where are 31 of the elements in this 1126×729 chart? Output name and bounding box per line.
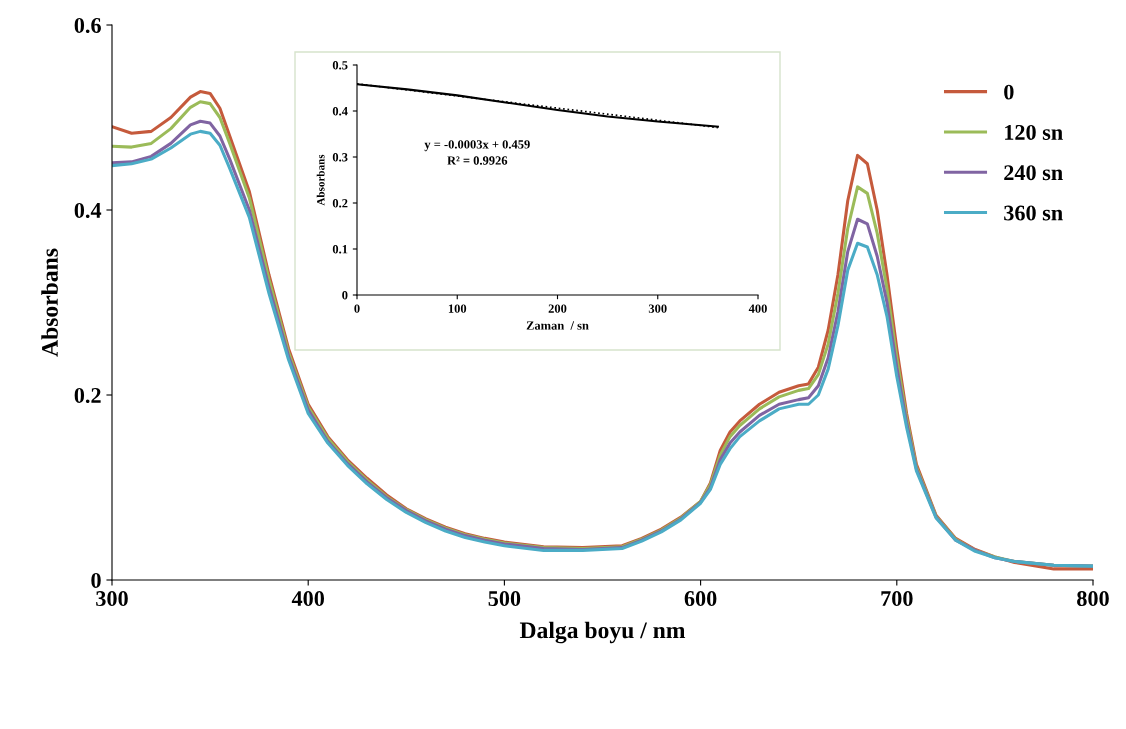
y-tick-label: 0.6	[74, 17, 101, 34]
x-tick-label: 300	[96, 591, 128, 607]
y-tick-label: 0.2	[332, 199, 348, 208]
y-tick-label: 0.2	[74, 387, 101, 404]
x-tick-label: 300	[648, 304, 667, 313]
y-tick-label: 0.4	[332, 107, 348, 116]
x-tick-label: 700	[881, 591, 913, 607]
x-axis-title: Dalga boyu / nm	[519, 621, 686, 644]
y-tick-label: 0	[342, 291, 348, 300]
annotation: y = -0.0003x + 0.459	[424, 140, 530, 152]
x-tick-label: 800	[1077, 591, 1109, 607]
y-tick-label: 0.1	[332, 245, 348, 254]
legend-label: 360 sn	[1004, 205, 1063, 221]
x-tick-label: 500	[488, 591, 521, 607]
y-axis-title: Absorbans	[41, 248, 58, 357]
x-tick-label: 400	[748, 304, 767, 313]
x-tick-label: 100	[448, 304, 467, 313]
x-tick-label: 0	[354, 304, 360, 313]
x-tick-label: 400	[291, 591, 325, 607]
x-tick-label: 200	[548, 304, 567, 313]
annotation: R² = 0.9926	[447, 156, 508, 165]
legend-label: 0	[1004, 84, 1014, 100]
legend-label: 120 sn	[1005, 124, 1063, 140]
y-tick-label: 0	[91, 572, 101, 588]
y-tick-label: 0.5	[332, 61, 348, 70]
x-axis-title: Zaman / sn	[526, 321, 589, 330]
x-tick-label: 600	[684, 591, 717, 607]
y-tick-label: 0.4	[74, 202, 102, 219]
y-axis-title: Absorbans	[316, 154, 325, 206]
legend-label: 240 sn	[1004, 165, 1063, 181]
y-tick-label: 0.3	[332, 153, 348, 162]
